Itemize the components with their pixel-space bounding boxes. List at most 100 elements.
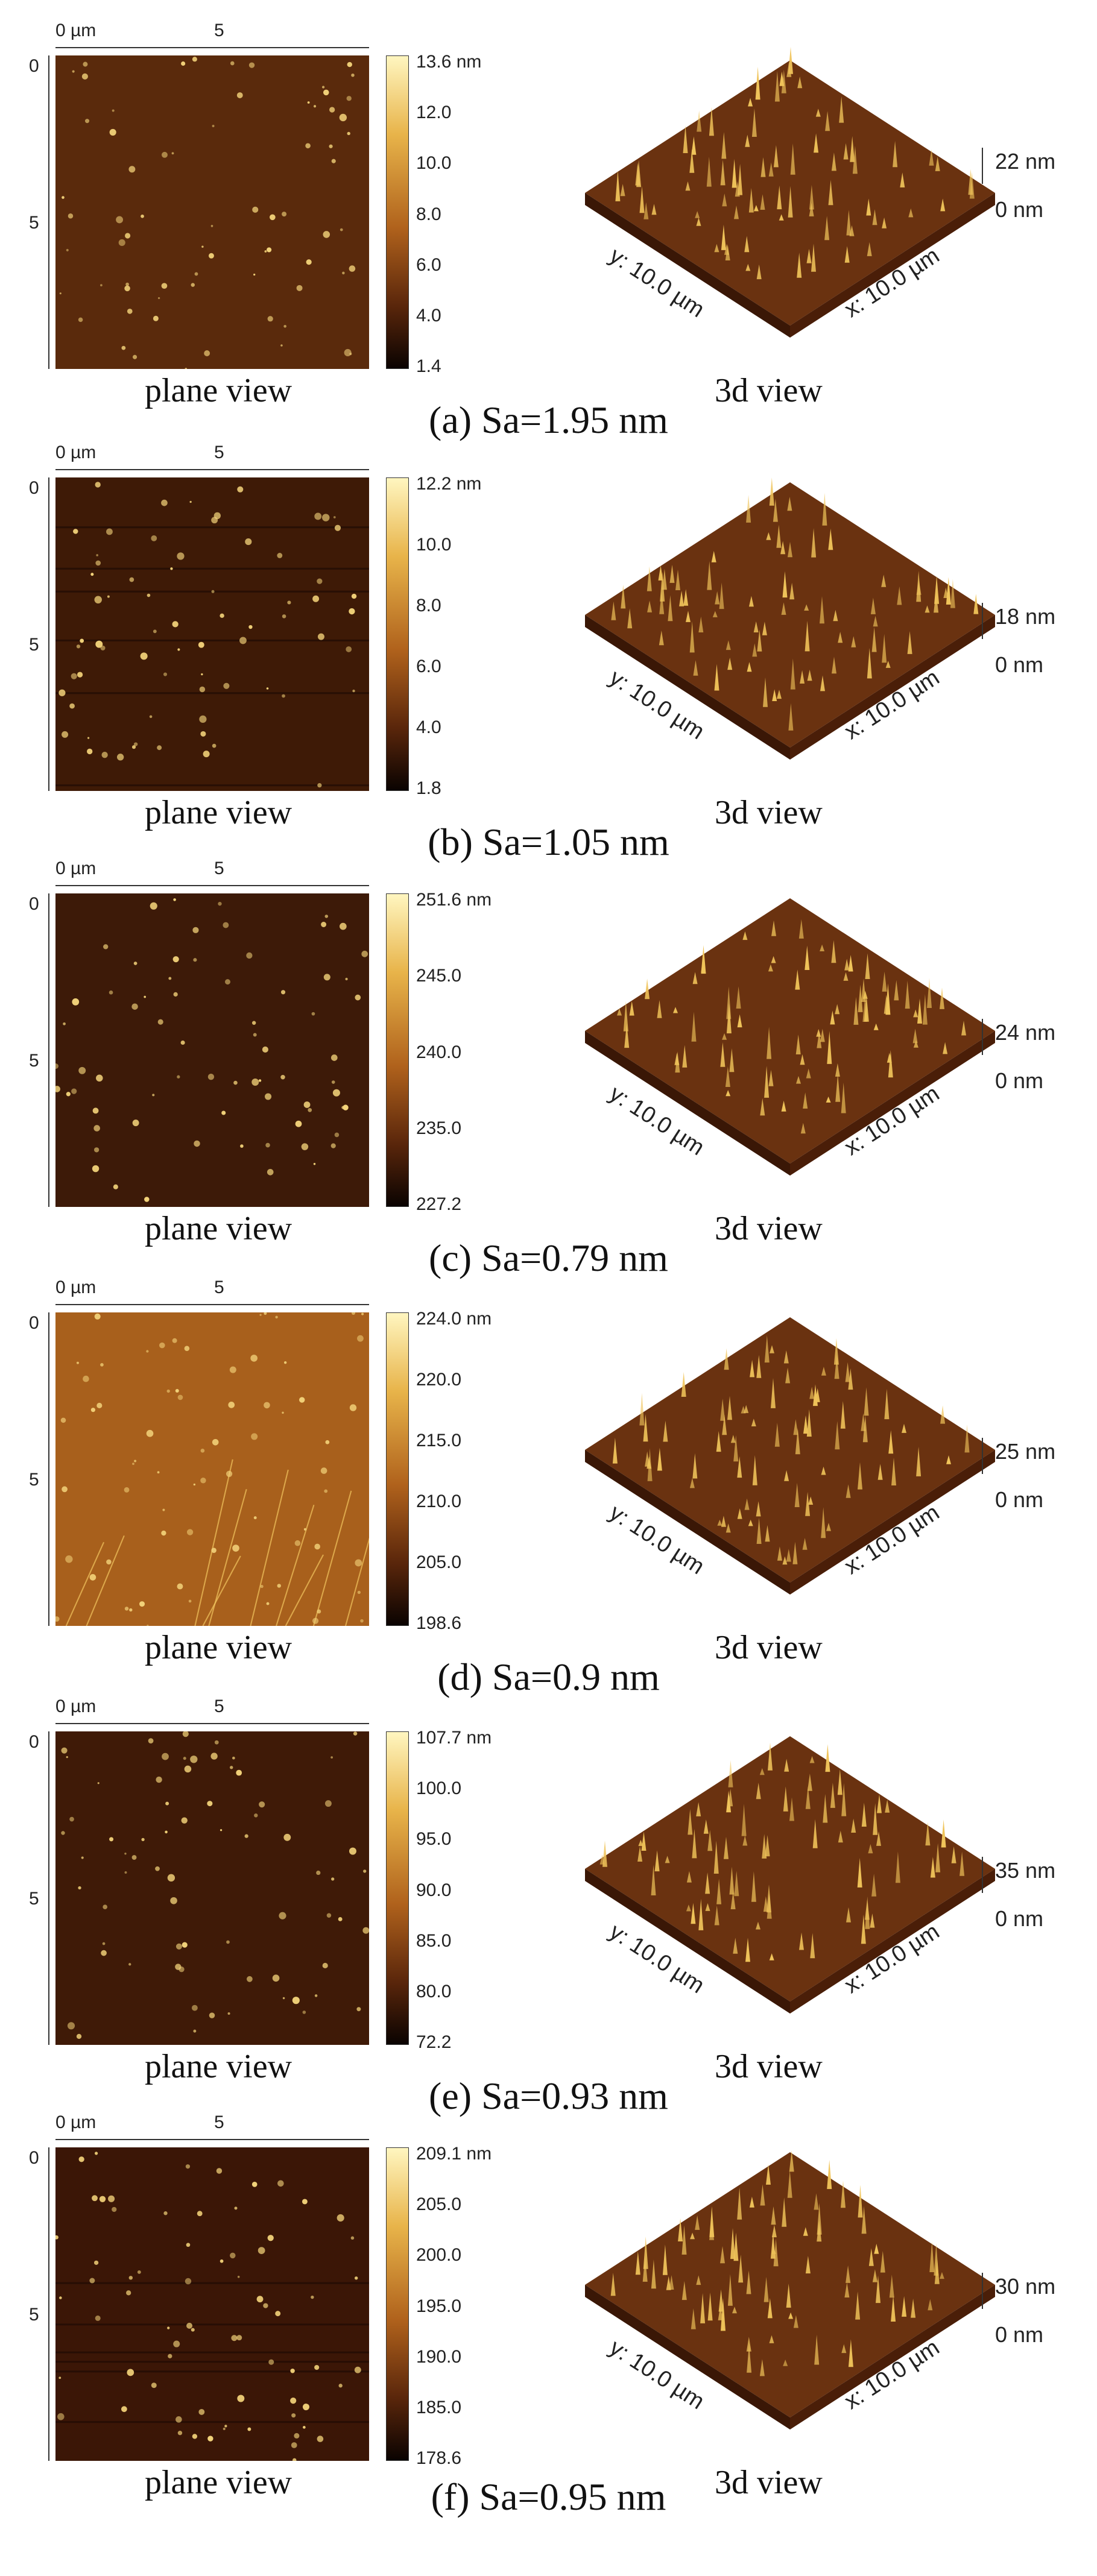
colorbar — [386, 2147, 409, 2461]
y-tick-label: 0 — [29, 56, 39, 76]
colorbar-tick-label: 185.0 — [416, 2397, 462, 2417]
z-scale-max-label: 35 nm — [995, 1858, 1056, 1883]
y-tick-label: 0 — [29, 478, 39, 498]
afm-3d-surface — [561, 874, 1019, 1212]
z-scale-bracket — [982, 1438, 990, 1474]
y-tick-label: 5 — [29, 213, 39, 233]
colorbar-tick-label: 100.0 — [416, 1778, 462, 1799]
x-axis-line — [55, 47, 369, 55]
colorbar-tick-label: 245.0 — [416, 966, 462, 986]
y-tick-label: 5 — [29, 1889, 39, 1909]
colorbar-tick-label: 8.0 — [416, 204, 441, 224]
afm-panel: 0 µm 5 0 5 251.6 nm 245.0 240.0 235.0 227.2 y: … — [0, 838, 1097, 1260]
x-tick-label: 0 µm — [55, 2112, 96, 2132]
panel-caption: (a) Sa=1.95 nm — [429, 398, 668, 441]
colorbar-tick-label: 224.0 nm — [416, 1309, 492, 1329]
x-tick-label: 5 — [214, 858, 224, 878]
y-tick-label: 0 — [29, 894, 39, 914]
x-tick-label: 5 — [214, 20, 224, 40]
colorbar-tick-label: 195.0 — [416, 2296, 462, 2316]
x-axis-line — [55, 1304, 369, 1312]
colorbar-tick-label: 215.0 — [416, 1431, 462, 1450]
z-scale-zero-label: 0 nm — [995, 2322, 1044, 2347]
x-axis-line — [55, 2139, 369, 2147]
z-scale-bracket — [982, 2273, 990, 2309]
colorbar-tick-label: 198.6 — [416, 1613, 462, 1633]
afm-3d-surface — [561, 1293, 1019, 1631]
colorbar — [386, 1731, 409, 2045]
afm-panel: 0 µm 5 0 5 209.1 nm 205.0 200.0 195.0 190.0 185.… — [0, 2092, 1097, 2514]
afm-plane-image — [55, 2147, 369, 2461]
panel-caption: (d) Sa=0.9 nm — [437, 1655, 660, 1698]
colorbar-tick-label: 80.0 — [416, 1981, 452, 2001]
z-scale-bracket — [982, 1857, 990, 1893]
colorbar-tick-label: 10.0 — [416, 535, 452, 555]
afm-panel: 0 µm 5 0 5 13.6 nm 12.0 10.0 8.0 6.0 4.0 1.4 y: 1… — [0, 0, 1097, 422]
colorbar-tick-label: 72.2 — [416, 2032, 452, 2052]
z-scale-zero-label: 0 nm — [995, 652, 1044, 677]
panel-caption: (e) Sa=0.93 nm — [429, 2074, 668, 2117]
y-tick-label: 0 — [29, 2148, 39, 2168]
x-tick-label: 0 µm — [55, 1277, 96, 1297]
3d-view-label: 3d view — [715, 1210, 823, 1247]
x-tick-label: 0 µm — [55, 442, 96, 462]
colorbar-tick-label: 251.6 nm — [416, 890, 492, 910]
afm-panel: 0 µm 5 0 5 224.0 nm 220.0 215.0 210.0 205.0 198.… — [0, 1257, 1097, 1679]
x-tick-label: 0 µm — [55, 1696, 96, 1716]
3d-view-label: 3d view — [715, 2048, 823, 2085]
z-scale-zero-label: 0 nm — [995, 1068, 1044, 1093]
y-axis-line — [48, 2147, 57, 2461]
y-tick-label: 0 — [29, 1732, 39, 1752]
x-axis-line — [55, 1723, 369, 1731]
colorbar-tick-label: 6.0 — [416, 657, 441, 676]
x-tick-label: 5 — [214, 2112, 224, 2132]
colorbar-tick-label: 12.0 — [416, 102, 452, 123]
x-tick-label: 0 µm — [55, 858, 96, 878]
afm-3d-surface — [561, 2128, 1019, 2466]
y-tick-label: 5 — [29, 635, 39, 655]
colorbar-tick-label: 85.0 — [416, 1930, 452, 1951]
colorbar-tick-label: 6.0 — [416, 254, 441, 275]
colorbar-tick-label: 200.0 — [416, 2245, 462, 2266]
colorbar-tick-label: 90.0 — [416, 1880, 452, 1900]
y-axis-line — [48, 477, 57, 791]
colorbar-tick-label: 13.6 nm — [416, 52, 482, 72]
z-scale-zero-label: 0 nm — [995, 1906, 1044, 1931]
panel-caption: (b) Sa=1.05 nm — [428, 820, 669, 863]
y-axis-line — [48, 1731, 57, 2045]
x-tick-label: 5 — [214, 1277, 224, 1297]
colorbar-tick-label: 235.0 — [416, 1118, 462, 1138]
x-tick-label: 5 — [214, 1696, 224, 1716]
panel-caption: (c) Sa=0.79 nm — [429, 1236, 668, 1279]
colorbar-tick-label: 1.4 — [416, 356, 441, 376]
colorbar — [386, 1312, 409, 1626]
afm-panel: 0 µm 5 0 5 107.7 nm 100.0 95.0 90.0 85.0 80.0 72.… — [0, 1676, 1097, 2098]
colorbar — [386, 55, 409, 369]
afm-panel: 0 µm 5 0 5 12.2 nm 10.0 8.0 6.0 4.0 1.8 y: 10.0 … — [0, 422, 1097, 844]
x-axis-line — [55, 469, 369, 477]
afm-plane-image — [55, 477, 369, 791]
y-tick-label: 5 — [29, 2305, 39, 2325]
y-tick-label: 5 — [29, 1470, 39, 1490]
colorbar — [386, 477, 409, 791]
afm-3d-surface — [561, 1712, 1019, 2050]
colorbar-tick-label: 205.0 — [416, 1552, 462, 1572]
3d-view-label: 3d view — [715, 2464, 823, 2501]
3d-view-label: 3d view — [715, 1629, 823, 1666]
colorbar-tick-label: 8.0 — [416, 596, 441, 616]
colorbar-tick-label: 220.0 — [416, 1370, 462, 1390]
colorbar-tick-label: 1.8 — [416, 778, 441, 798]
z-scale-bracket — [982, 148, 990, 184]
afm-plane-image — [55, 1731, 369, 2045]
plane-view-label: plane view — [145, 1210, 292, 1247]
afm-3d-surface — [561, 458, 1019, 796]
x-axis-line — [55, 885, 369, 893]
afm-3d-surface — [561, 36, 1019, 374]
z-scale-max-label: 18 nm — [995, 604, 1056, 629]
z-scale-bracket — [982, 1019, 990, 1055]
plane-view-label: plane view — [145, 2464, 292, 2501]
colorbar-tick-label: 12.2 nm — [416, 474, 482, 494]
z-scale-max-label: 22 nm — [995, 149, 1056, 174]
y-tick-label: 0 — [29, 1313, 39, 1333]
